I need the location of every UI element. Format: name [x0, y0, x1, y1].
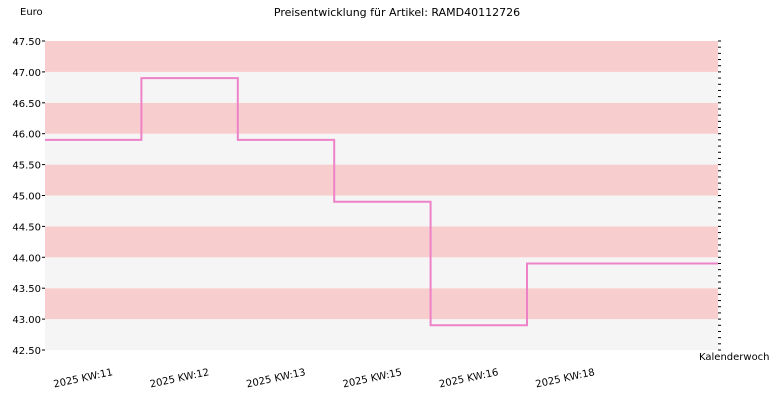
y-tick-label: 43.50 [12, 284, 41, 295]
grid-band [45, 288, 718, 320]
y-tick-label: 45.50 [12, 161, 41, 172]
grid-band [45, 102, 718, 134]
y-tick-label: 44.00 [12, 253, 41, 264]
grid-band [45, 257, 718, 289]
grid-band [45, 164, 718, 196]
x-tick-label: 2025 KW:11 [53, 367, 114, 390]
x-tick-label: 2025 KW:15 [342, 367, 403, 390]
grid-band [45, 133, 718, 165]
y-axis-label: Euro [20, 7, 43, 18]
grid-bands [45, 41, 718, 350]
right-minor-ticks [718, 40, 721, 351]
y-tick-label: 47.00 [12, 68, 41, 79]
x-tick-label: 2025 KW:12 [149, 367, 210, 390]
y-axis: 42.50 43.00 43.50 44.00 44.50 45.00 45.50 46.00… [12, 37, 45, 357]
x-tick-label: 2025 KW:18 [535, 367, 596, 390]
grid-band [45, 195, 718, 227]
y-tick-label: 42.50 [12, 346, 41, 357]
y-tick-label: 46.50 [12, 99, 41, 110]
x-tick-label: 2025 KW:13 [245, 367, 306, 390]
x-tick-label: 2025 KW:16 [438, 367, 499, 390]
x-axis-label: Kalenderwoche [699, 352, 770, 363]
y-tick-label: 47.50 [12, 37, 41, 48]
y-tick-label: 43.00 [12, 315, 41, 326]
grid-band [45, 319, 718, 350]
grid-band [45, 41, 718, 72]
grid-band [45, 71, 718, 103]
x-axis-labels: 2025 KW:11 2025 KW:12 2025 KW:13 2025 KW:15… [53, 367, 596, 390]
price-line [45, 77, 718, 327]
y-tick-label: 45.00 [12, 192, 41, 203]
y-tick-label: 44.50 [12, 222, 41, 233]
price-series [45, 77, 718, 327]
y-tick-label: 46.00 [12, 130, 41, 141]
grid-band [45, 226, 718, 258]
chart-title: Preisentwicklung für Artikel: RAMD401127… [274, 6, 520, 19]
